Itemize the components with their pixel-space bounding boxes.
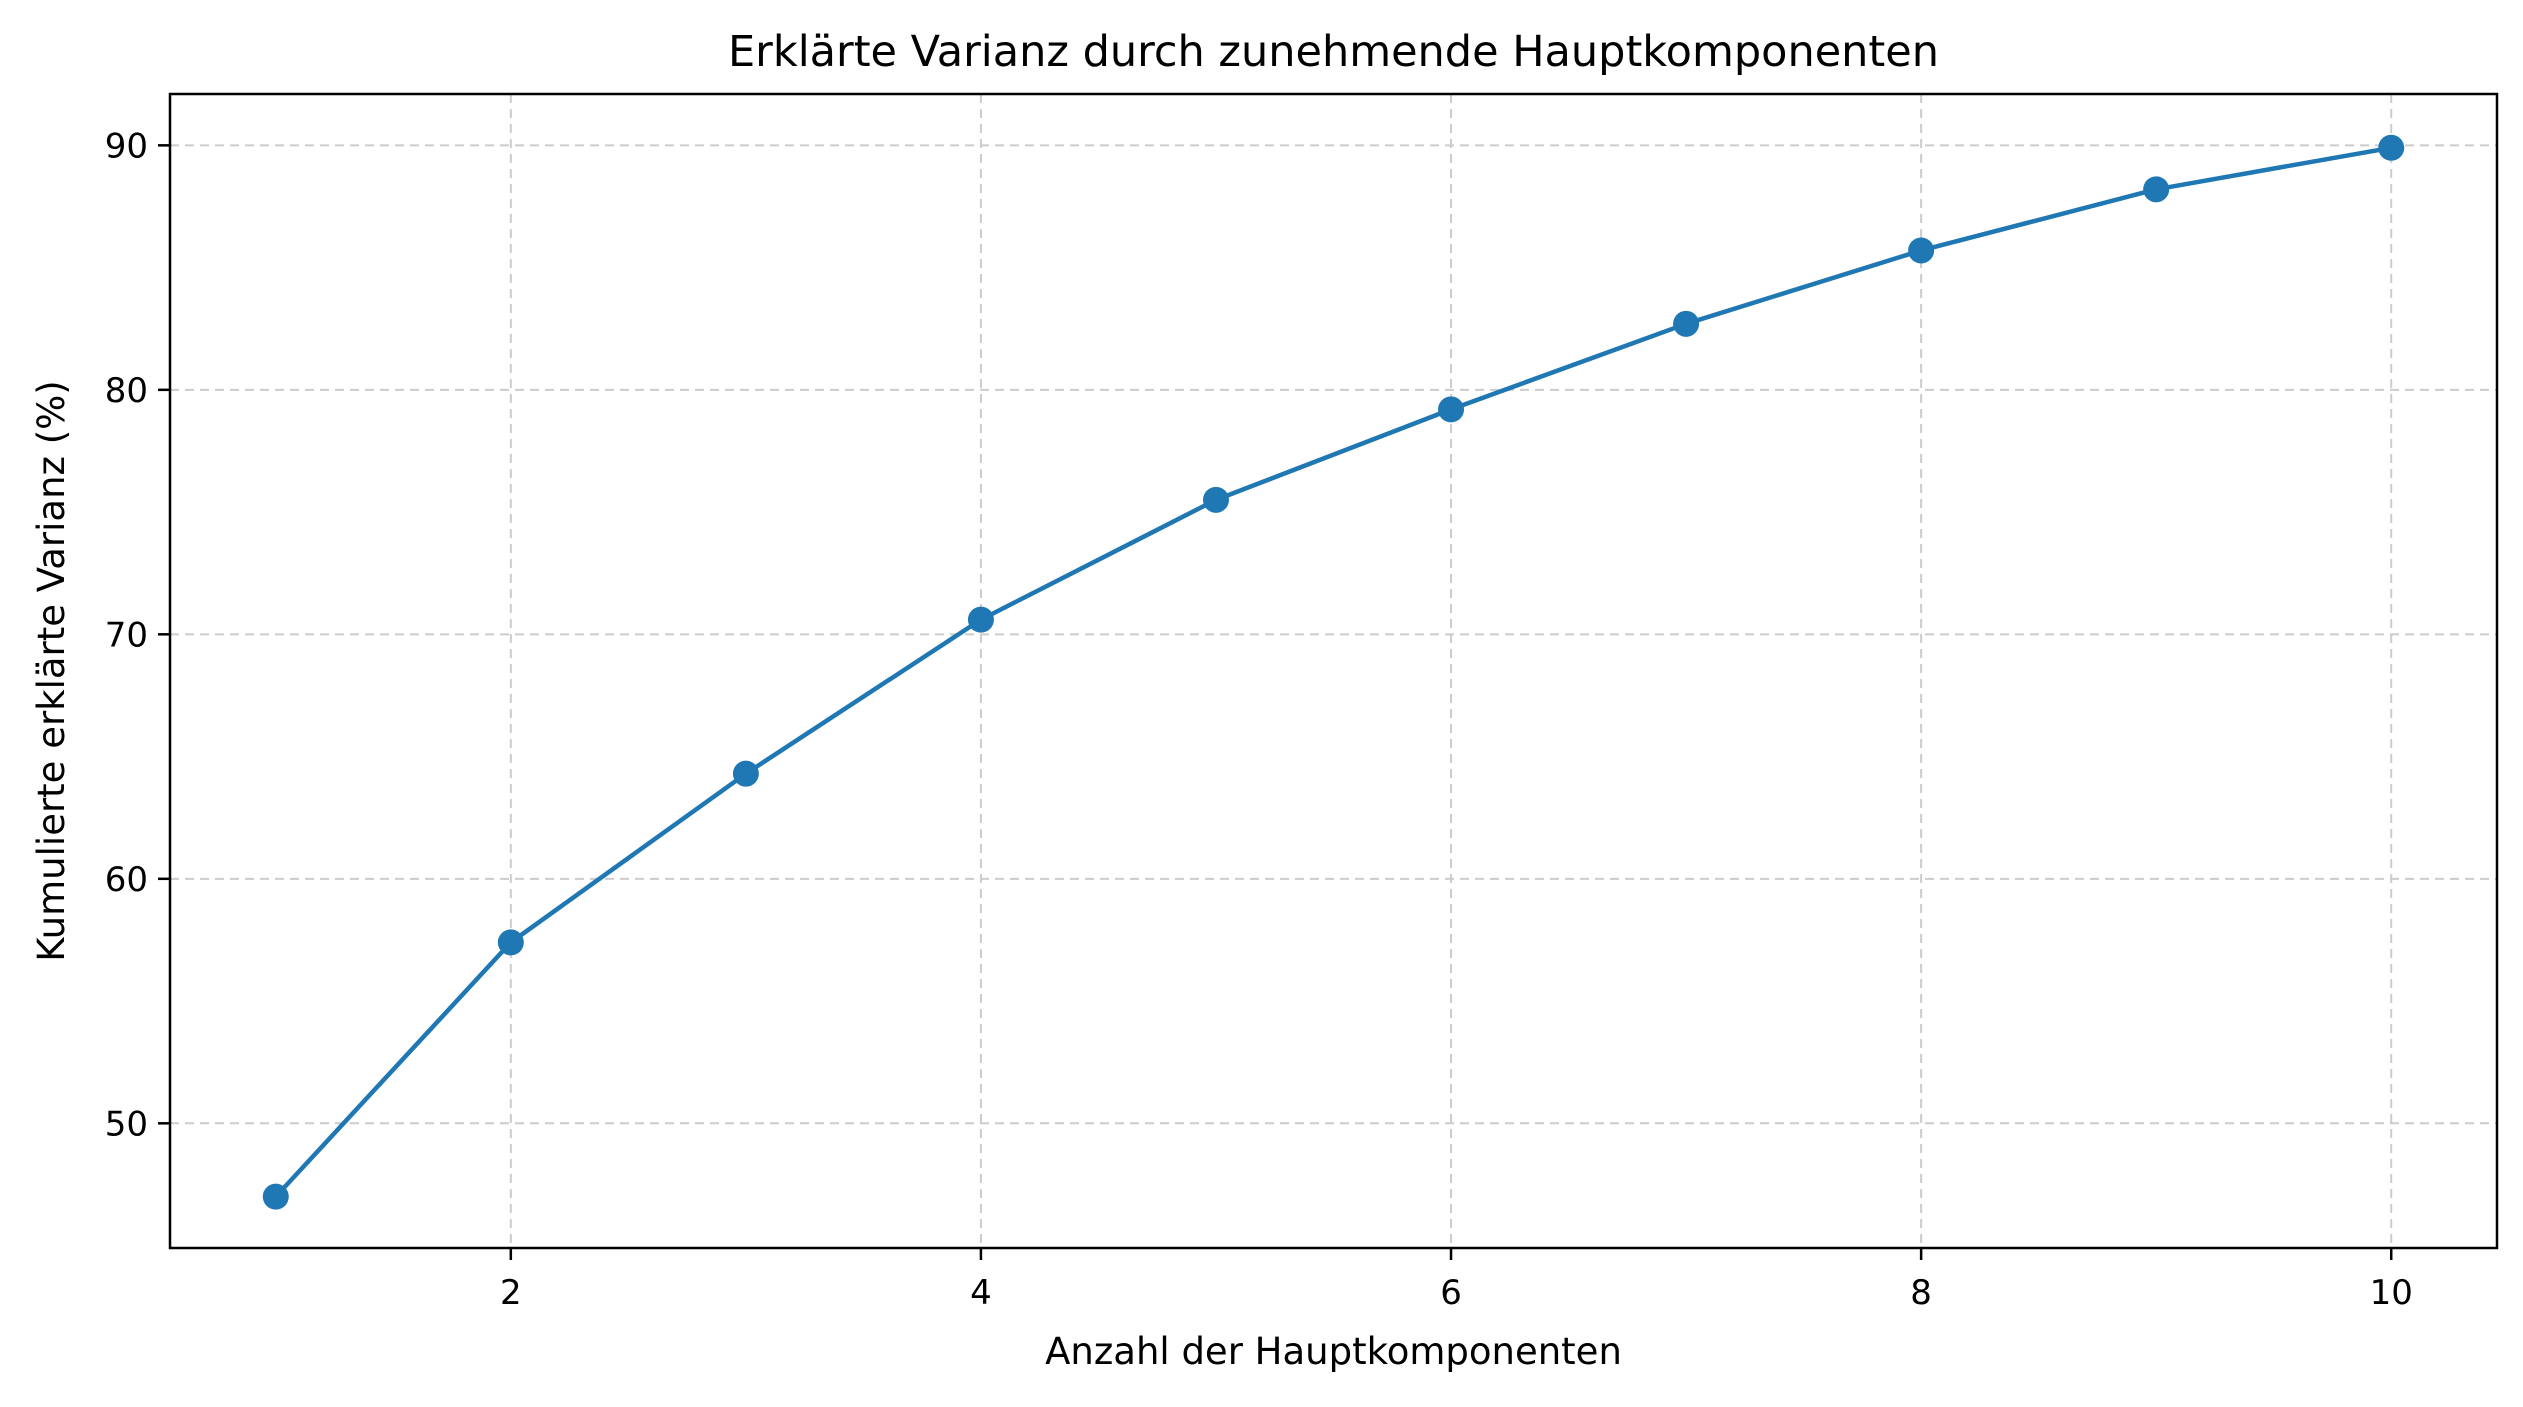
plot-frame: [168, 92, 2499, 1250]
data-point: [732, 760, 759, 787]
y-tick-label: 60: [105, 860, 148, 900]
chart-title: Erklärte Varianz durch zunehmende Hauptk…: [728, 27, 1939, 77]
y-tick-label: 90: [105, 126, 148, 166]
data-point: [1908, 237, 1935, 264]
data-point: [2143, 176, 2170, 203]
series-line: [273, 145, 2394, 1199]
y-tick-label: 70: [105, 615, 148, 655]
x-tick-label: 6: [1440, 1273, 1462, 1313]
grid-layer: [170, 94, 2497, 1248]
y-axis-label: Kumulierte erklärte Varianz (%): [30, 380, 73, 961]
x-axis-label: Anzahl der Hauptkomponenten: [1045, 1330, 1622, 1373]
x-tick-label: 2: [500, 1273, 522, 1313]
data-point: [1438, 396, 1465, 423]
data-point: [262, 1183, 289, 1210]
y-tick-label: 80: [105, 371, 148, 411]
data-point: [497, 929, 524, 956]
data-point: [1202, 486, 1229, 513]
series-layer: [262, 134, 2405, 1210]
x-tick-label: 10: [2370, 1273, 2413, 1313]
data-point: [2378, 134, 2405, 161]
x-tick-label: 8: [1910, 1273, 1932, 1313]
data-point: [967, 606, 994, 633]
tick-layer: 2 4 6 8 10 50 60 70 80 90: [105, 126, 2413, 1313]
data-point: [1673, 310, 1700, 337]
y-tick-label: 50: [105, 1104, 148, 1144]
x-tick-label: 4: [970, 1273, 992, 1313]
